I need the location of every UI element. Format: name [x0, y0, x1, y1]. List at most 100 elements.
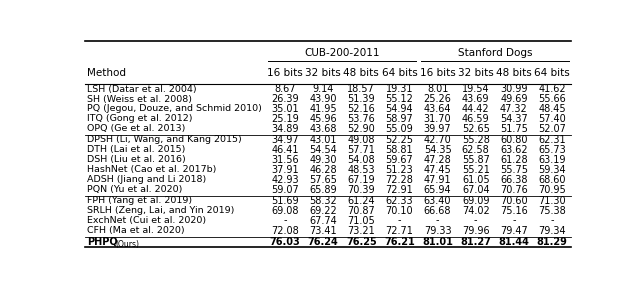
Text: 46.28: 46.28	[309, 165, 337, 175]
Text: 79.47: 79.47	[500, 226, 528, 236]
Text: 61.05: 61.05	[462, 175, 490, 185]
Text: 51.75: 51.75	[500, 124, 528, 134]
Text: 72.71: 72.71	[385, 226, 413, 236]
Text: 31.70: 31.70	[424, 114, 451, 124]
Text: 45.96: 45.96	[309, 114, 337, 124]
Text: OPQ (Ge et al. 2013): OPQ (Ge et al. 2013)	[88, 124, 186, 133]
Text: 59.67: 59.67	[385, 155, 413, 165]
Text: 25.26: 25.26	[424, 94, 452, 104]
Text: 58.97: 58.97	[385, 114, 413, 124]
Text: 55.75: 55.75	[500, 165, 528, 175]
Text: 72.08: 72.08	[271, 226, 299, 236]
Text: 42.93: 42.93	[271, 175, 299, 185]
Text: 32 bits: 32 bits	[305, 68, 341, 78]
Text: 69.22: 69.22	[309, 206, 337, 216]
Text: 55.09: 55.09	[385, 124, 413, 134]
Text: 63.40: 63.40	[424, 196, 451, 206]
Text: Stanford Dogs: Stanford Dogs	[458, 48, 532, 58]
Text: 64 bits: 64 bits	[534, 68, 570, 78]
Text: 72.28: 72.28	[385, 175, 413, 185]
Text: 30.99: 30.99	[500, 84, 527, 94]
Text: 70.39: 70.39	[348, 185, 375, 195]
Text: 42.70: 42.70	[424, 135, 451, 145]
Text: 58.81: 58.81	[386, 145, 413, 155]
Text: LSH (Datar et al. 2004): LSH (Datar et al. 2004)	[88, 85, 197, 94]
Text: 74.02: 74.02	[462, 206, 490, 216]
Text: CUB-200-2011: CUB-200-2011	[305, 48, 380, 58]
Text: 16 bits: 16 bits	[267, 68, 303, 78]
Text: 54.35: 54.35	[424, 145, 451, 155]
Text: 59.34: 59.34	[538, 165, 566, 175]
Text: ExchNet (Cui et al. 2020): ExchNet (Cui et al. 2020)	[88, 216, 207, 225]
Text: 19.54: 19.54	[462, 84, 490, 94]
Text: FPH (Yang et al. 2019): FPH (Yang et al. 2019)	[88, 196, 193, 205]
Text: 35.01: 35.01	[271, 104, 299, 114]
Text: 43.69: 43.69	[462, 94, 490, 104]
Text: 65.89: 65.89	[309, 185, 337, 195]
Text: 57.40: 57.40	[538, 114, 566, 124]
Text: PQ (Jegou, Douze, and Schmid 2010): PQ (Jegou, Douze, and Schmid 2010)	[88, 104, 262, 113]
Text: 48.53: 48.53	[348, 165, 375, 175]
Text: DPSH (Li, Wang, and Kang 2015): DPSH (Li, Wang, and Kang 2015)	[88, 135, 242, 144]
Text: 67.19: 67.19	[348, 175, 375, 185]
Text: 49.30: 49.30	[310, 155, 337, 165]
Text: 51.69: 51.69	[271, 196, 299, 206]
Text: 53.76: 53.76	[348, 114, 375, 124]
Text: 55.21: 55.21	[462, 165, 490, 175]
Text: 34.89: 34.89	[271, 124, 299, 134]
Text: 76.24: 76.24	[308, 236, 339, 247]
Text: 81.29: 81.29	[536, 236, 568, 247]
Text: 73.21: 73.21	[348, 226, 375, 236]
Text: 61.24: 61.24	[348, 196, 375, 206]
Text: 63.62: 63.62	[500, 145, 527, 155]
Text: 76.03: 76.03	[269, 236, 300, 247]
Text: 37.91: 37.91	[271, 165, 299, 175]
Text: 61.28: 61.28	[500, 155, 527, 165]
Text: DTH (Lai et al. 2015): DTH (Lai et al. 2015)	[88, 146, 186, 154]
Text: 81.01: 81.01	[422, 236, 453, 247]
Text: 47.91: 47.91	[424, 175, 451, 185]
Text: 55.87: 55.87	[462, 155, 490, 165]
Text: 49.08: 49.08	[348, 135, 375, 145]
Text: -: -	[436, 216, 439, 226]
Text: PHPQ: PHPQ	[88, 236, 118, 247]
Text: 51.39: 51.39	[348, 94, 375, 104]
Text: 79.96: 79.96	[462, 226, 490, 236]
Text: 75.16: 75.16	[500, 206, 528, 216]
Text: 59.07: 59.07	[271, 185, 299, 195]
Text: 48 bits: 48 bits	[496, 68, 532, 78]
Text: 34.97: 34.97	[271, 135, 299, 145]
Text: -: -	[397, 216, 401, 226]
Text: 46.59: 46.59	[462, 114, 490, 124]
Text: 8.01: 8.01	[427, 84, 448, 94]
Text: 47.32: 47.32	[500, 104, 528, 114]
Text: -: -	[474, 216, 477, 226]
Text: 26.39: 26.39	[271, 94, 299, 104]
Text: 70.76: 70.76	[500, 185, 528, 195]
Text: 71.30: 71.30	[538, 196, 566, 206]
Text: 67.74: 67.74	[309, 216, 337, 226]
Text: 67.04: 67.04	[462, 185, 490, 195]
Text: 71.05: 71.05	[348, 216, 375, 226]
Text: 52.90: 52.90	[348, 124, 375, 134]
Text: 81.44: 81.44	[499, 236, 529, 247]
Text: PQN (Yu et al. 2020): PQN (Yu et al. 2020)	[88, 185, 183, 194]
Text: 57.65: 57.65	[309, 175, 337, 185]
Text: ADSH (Jiang and Li 2018): ADSH (Jiang and Li 2018)	[88, 175, 207, 184]
Text: 52.07: 52.07	[538, 124, 566, 134]
Text: 68.60: 68.60	[538, 175, 566, 185]
Text: 47.28: 47.28	[424, 155, 451, 165]
Text: 54.37: 54.37	[500, 114, 528, 124]
Text: 16 bits: 16 bits	[420, 68, 456, 78]
Text: 43.01: 43.01	[310, 135, 337, 145]
Text: 57.71: 57.71	[348, 145, 375, 155]
Text: 46.41: 46.41	[271, 145, 299, 155]
Text: CFH (Ma et al. 2020): CFH (Ma et al. 2020)	[88, 226, 185, 235]
Text: 72.91: 72.91	[385, 185, 413, 195]
Text: 70.10: 70.10	[386, 206, 413, 216]
Text: 76.21: 76.21	[384, 236, 415, 247]
Text: 44.42: 44.42	[462, 104, 490, 114]
Text: 54.08: 54.08	[348, 155, 375, 165]
Text: 55.28: 55.28	[462, 135, 490, 145]
Text: 66.38: 66.38	[500, 175, 527, 185]
